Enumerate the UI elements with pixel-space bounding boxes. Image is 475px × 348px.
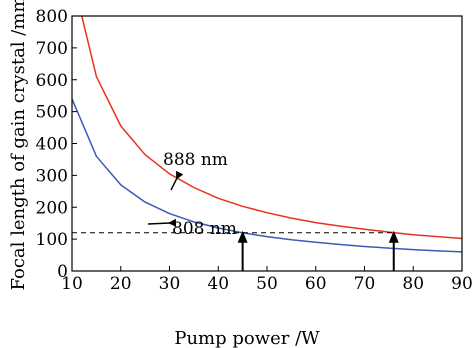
annotation-808nm-arrow bbox=[147, 218, 177, 227]
series-line-808nm bbox=[71, 98, 463, 253]
y-tick-label: 600 bbox=[36, 71, 68, 91]
annotation-888nm-arrow bbox=[170, 170, 184, 191]
annotation-888nm-label: 888 nm bbox=[163, 150, 228, 170]
curves-layer bbox=[71, 15, 463, 253]
x-tick-label: 20 bbox=[110, 274, 132, 294]
x-axis-ticks: 10 20 30 40 50 60 70 80 90 bbox=[61, 266, 473, 294]
x-tick-label: 80 bbox=[402, 274, 424, 294]
y-axis-title: Focal length of gain crystal /mm bbox=[8, 0, 29, 291]
y-tick-label: 300 bbox=[36, 166, 68, 186]
series-line-888nm bbox=[81, 15, 463, 240]
x-tick-label: 10 bbox=[61, 274, 83, 294]
annotation-888nm: 888 nm bbox=[163, 150, 228, 191]
y-tick-label: 0 bbox=[57, 262, 68, 282]
annotation-808nm: 808 nm bbox=[147, 218, 237, 239]
x-tick-label: 40 bbox=[207, 274, 229, 294]
y-tick-label: 400 bbox=[36, 135, 68, 155]
y-tick-label: 500 bbox=[36, 103, 68, 123]
marker-arrow-head bbox=[237, 230, 248, 243]
y-tick-label: 700 bbox=[36, 39, 68, 59]
x-tick-label: 90 bbox=[451, 274, 473, 294]
x-tick-label: 30 bbox=[159, 274, 181, 294]
x-tick-label: 70 bbox=[354, 274, 376, 294]
marker-arrow-head bbox=[388, 230, 399, 243]
x-axis-title: Pump power /W bbox=[174, 328, 320, 348]
y-tick-label: 800 bbox=[36, 7, 68, 27]
y-axis-ticks: 0 100 200 300 400 500 600 700 800 bbox=[36, 7, 77, 282]
x-tick-label: 50 bbox=[256, 274, 278, 294]
y-tick-label: 100 bbox=[36, 230, 68, 250]
markers-layer bbox=[237, 230, 399, 271]
x-tick-label: 60 bbox=[305, 274, 327, 294]
annotation-808nm-label: 808 nm bbox=[172, 219, 237, 239]
y-tick-label: 200 bbox=[36, 198, 68, 218]
